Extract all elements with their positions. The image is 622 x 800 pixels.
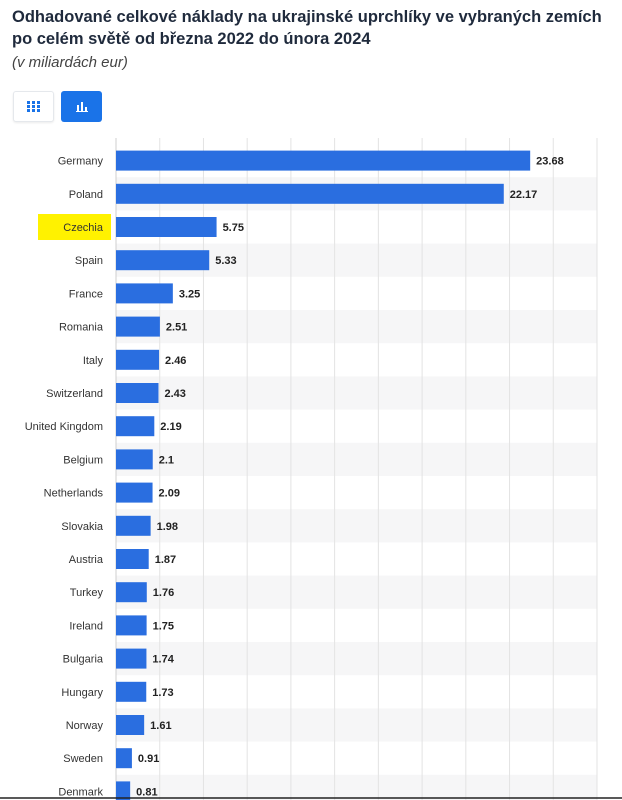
category-label: Hungary bbox=[61, 687, 103, 699]
bar bbox=[116, 250, 210, 271]
category-label: Spain bbox=[75, 255, 103, 267]
bar bbox=[116, 482, 153, 503]
row-band bbox=[116, 642, 597, 676]
data-label: 1.73 bbox=[152, 687, 173, 699]
row-band bbox=[116, 310, 597, 344]
category-label: Belgium bbox=[63, 454, 103, 466]
category-label: Turkey bbox=[70, 587, 104, 599]
category-label: Italy bbox=[83, 355, 104, 367]
category-label: Bulgaria bbox=[63, 654, 104, 666]
data-label: 1.61 bbox=[150, 720, 171, 732]
category-label: Norway bbox=[66, 720, 104, 732]
category-label: Netherlands bbox=[44, 488, 104, 500]
bar bbox=[116, 316, 160, 337]
bar bbox=[116, 150, 531, 171]
data-label: 1.87 bbox=[155, 554, 176, 566]
category-label: United Kingdom bbox=[25, 421, 103, 433]
data-label: 1.98 bbox=[157, 521, 178, 533]
data-label: 23.68 bbox=[536, 156, 564, 168]
category-label: Czechia bbox=[63, 222, 104, 234]
category-label: Poland bbox=[69, 189, 103, 201]
row-band bbox=[116, 575, 597, 609]
bar-chart: Germany 23.68 Poland 22.17 Czechia 5.75 Spain 5… bbox=[0, 138, 622, 800]
bar bbox=[116, 217, 217, 237]
bar bbox=[116, 349, 160, 370]
category-label: Denmark bbox=[58, 786, 103, 798]
bar bbox=[116, 781, 131, 800]
bar bbox=[116, 549, 149, 569]
bar bbox=[116, 582, 147, 603]
bar bbox=[116, 449, 153, 470]
chart-title: Odhadované celkové náklady na ukrajinské… bbox=[12, 8, 602, 48]
category-label: Sweden bbox=[63, 753, 103, 765]
data-label: 1.76 bbox=[153, 587, 174, 599]
category-label: Germany bbox=[58, 156, 104, 168]
category-label: Slovakia bbox=[61, 521, 103, 533]
data-label: 0.81 bbox=[136, 786, 157, 798]
category-label: France bbox=[69, 288, 103, 300]
category-label: Romania bbox=[59, 322, 104, 334]
chart-subtitle: (v miliardách eur) bbox=[12, 54, 128, 71]
bar bbox=[116, 515, 151, 536]
data-label: 5.75 bbox=[223, 222, 244, 234]
bar bbox=[116, 715, 145, 735]
data-label: 2.46 bbox=[165, 355, 186, 367]
row-band bbox=[116, 442, 597, 476]
data-label: 2.1 bbox=[159, 454, 174, 466]
grid-table-icon bbox=[27, 101, 40, 112]
category-label: Switzerland bbox=[46, 388, 103, 400]
highlight-marker bbox=[38, 214, 111, 240]
chart-view-button[interactable] bbox=[61, 91, 102, 122]
category-label: Austria bbox=[69, 554, 104, 566]
bar bbox=[116, 748, 132, 769]
bar bbox=[116, 383, 159, 403]
bar bbox=[116, 681, 147, 702]
bar bbox=[116, 416, 155, 437]
row-band bbox=[116, 376, 597, 410]
row-band bbox=[116, 509, 597, 543]
bar bbox=[116, 283, 173, 304]
data-label: 3.25 bbox=[179, 288, 200, 300]
data-label: 22.17 bbox=[510, 189, 538, 201]
data-label: 5.33 bbox=[215, 255, 236, 267]
table-view-button[interactable] bbox=[13, 91, 54, 122]
data-label: 1.75 bbox=[153, 620, 174, 632]
bar bbox=[116, 648, 147, 669]
row-band bbox=[116, 708, 597, 742]
data-label: 2.51 bbox=[166, 322, 187, 334]
data-label: 2.43 bbox=[165, 388, 186, 400]
data-label: 2.09 bbox=[159, 488, 180, 500]
data-label: 1.74 bbox=[152, 654, 174, 666]
category-label: Ireland bbox=[69, 620, 103, 632]
bar bbox=[116, 615, 147, 636]
bar bbox=[116, 183, 504, 204]
data-label: 0.91 bbox=[138, 753, 159, 765]
bar-chart-icon bbox=[75, 102, 88, 112]
row-band bbox=[116, 774, 597, 800]
data-label: 2.19 bbox=[160, 421, 181, 433]
